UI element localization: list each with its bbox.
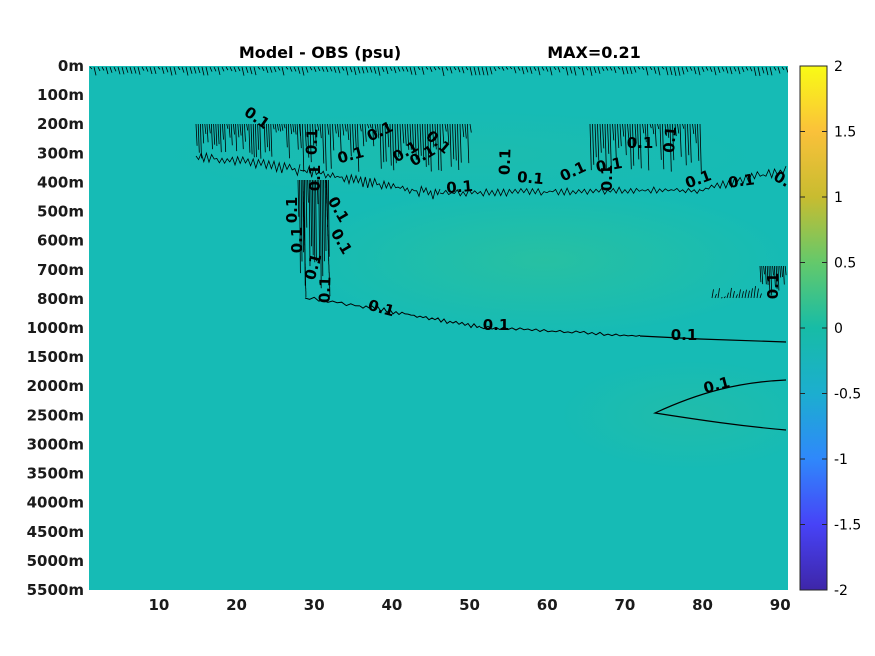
y-tick-label: 4000m — [27, 494, 84, 512]
x-tick-label: 10 — [148, 596, 169, 614]
contour-lines — [89, 66, 788, 431]
positive-region-upper — [300, 185, 788, 335]
contour-line — [299, 164, 441, 200]
contour-line — [699, 165, 787, 192]
y-tick-label: 5500m — [27, 581, 84, 599]
colorbar-tick-label: -0.5 — [834, 387, 861, 403]
contour-line — [759, 265, 787, 296]
colorbar-tick-label: -1.5 — [834, 518, 861, 534]
y-tick-label: 2500m — [27, 406, 84, 424]
y-tick-label: 800m — [37, 290, 84, 308]
contour-line — [711, 286, 762, 299]
x-tick-label: 20 — [226, 596, 247, 614]
contour-line — [304, 296, 361, 307]
contour-line — [195, 151, 301, 177]
contour-label: 0.1 — [446, 177, 474, 197]
contour-line — [195, 123, 301, 159]
x-tick-label: 50 — [459, 596, 480, 614]
y-tick-label: 3500m — [27, 465, 84, 483]
colorbar-tick-label: 0.5 — [834, 256, 856, 272]
colorbar: 2 1.5 1 0.5 0 -0.5 -1 -1.5 -2 — [799, 59, 861, 599]
contour-line — [439, 186, 701, 198]
positive-region-deep — [560, 360, 788, 470]
plot-area: 0.10.10.10.10.10.10.10.10.1 0.1 0.10.1 0.10… — [89, 66, 788, 590]
contour-line — [299, 123, 472, 172]
colorbar-tick-label: 1.5 — [834, 125, 856, 141]
colorbar-tick-label: 2 — [834, 59, 843, 75]
contour-label: 0.1 — [496, 148, 515, 175]
contour-line — [639, 335, 787, 343]
chart-title: Model - OBS (psu) — [239, 43, 401, 62]
x-tick-label: 80 — [692, 596, 713, 614]
contour-line — [297, 179, 330, 289]
colorbar-tick-label: -1 — [834, 452, 848, 468]
y-tick-label: 1500m — [27, 348, 84, 366]
y-tick-label: 4500m — [27, 523, 84, 541]
y-tick-label: 1000m — [27, 319, 84, 337]
colorbar-tick-label: 1 — [834, 190, 843, 206]
colorbar-tick-label: 0 — [834, 321, 843, 337]
contour-label: 0.1 — [483, 316, 510, 334]
y-tick-label: 700m — [37, 261, 84, 279]
contour-label: 0.1 — [594, 154, 623, 176]
y-tick-label: 100m — [37, 86, 84, 104]
contour-label: 0.1 — [303, 128, 322, 155]
contour-labels: 0.10.10.10.10.10.10.10.10.1 0.1 0.10.1 0.10… — [241, 103, 788, 397]
y-tick-label: 3000m — [27, 435, 84, 453]
x-axis: 10 20 30 40 50 60 70 80 90 — [148, 596, 790, 614]
y-tick-label: 500m — [37, 203, 84, 221]
contour-label: 0.1 — [306, 165, 324, 192]
contour-line — [589, 123, 702, 172]
contour-label: 0.1 — [764, 273, 782, 300]
y-tick-label: 300m — [37, 144, 84, 162]
y-tick-label: 600m — [37, 232, 84, 250]
contour-label: 0.1 — [627, 134, 654, 152]
contour-line — [652, 379, 787, 431]
y-tick-label: 0m — [58, 57, 84, 75]
contour-label: 0.1 — [660, 126, 680, 154]
y-axis: 0m 100m 200m 300m 400m 500m 600m 700m 800m 1000m 1… — [27, 57, 84, 599]
x-tick-label: 70 — [614, 596, 635, 614]
contour-line — [302, 179, 307, 298]
x-tick-label: 60 — [537, 596, 558, 614]
y-tick-label: 200m — [37, 115, 84, 133]
y-tick-label: 2000m — [27, 377, 84, 395]
contour-line — [479, 325, 641, 337]
contour-label: 0.1 — [727, 170, 756, 192]
x-tick-label: 30 — [304, 596, 325, 614]
x-tick-label: 90 — [770, 596, 791, 614]
contour-label: 0.1 — [316, 276, 335, 303]
contour-label: 0.1 — [288, 227, 306, 254]
x-tick-label: 40 — [381, 596, 402, 614]
contour-line — [89, 66, 788, 77]
contour-line — [359, 305, 481, 329]
y-tick-label: 5000m — [27, 552, 84, 570]
y-tick-label: 400m — [37, 173, 84, 191]
colorbar-tick-label: -2 — [834, 583, 848, 599]
colorbar-ticks: 2 1.5 1 0.5 0 -0.5 -1 -1.5 -2 — [800, 59, 861, 599]
contour-line — [325, 179, 331, 297]
contour-label: 0.1 — [671, 326, 698, 344]
contour-label: 0.1 — [598, 165, 616, 192]
contour-label: 0.1 — [283, 197, 301, 224]
contour-label: 0.1 — [516, 168, 544, 188]
max-label: MAX=0.21 — [547, 43, 641, 62]
